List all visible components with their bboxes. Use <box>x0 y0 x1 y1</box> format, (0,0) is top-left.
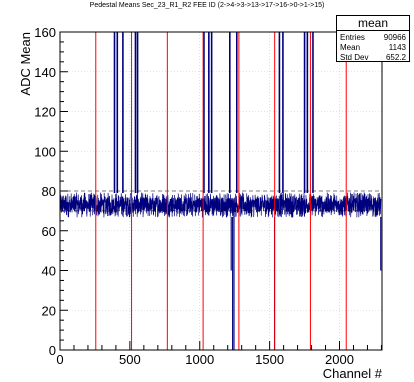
y-tick-label: 20 <box>42 303 56 318</box>
stats-key-stddev: Std Dev <box>340 53 369 62</box>
y-tick-label: 80 <box>42 184 56 199</box>
y-tick-label: 60 <box>42 224 56 239</box>
x-tick-label: 0 <box>56 352 63 367</box>
stats-box-title: mean <box>337 16 409 31</box>
stats-box: mean Entries 90966 Mean 1143 Std Dev 652… <box>336 15 410 62</box>
x-tick-label: 2000 <box>325 352 354 367</box>
y-tick-label: 0 <box>49 343 56 358</box>
stats-key-entries: Entries <box>340 33 365 42</box>
chart-title: Pedestal Means Sec_23_R1_R2 FEE ID (2->4… <box>89 2 325 9</box>
x-tick-label: 1000 <box>185 352 214 367</box>
stats-key-mean: Mean <box>340 43 361 52</box>
x-tick-label: 500 <box>119 352 141 367</box>
x-axis-label: Channel # <box>323 366 383 381</box>
stats-value-mean: 1143 <box>388 43 406 52</box>
y-tick-label: 160 <box>34 25 56 40</box>
y-tick-label: 120 <box>34 105 56 120</box>
stats-value-entries: 90966 <box>383 33 406 42</box>
series-trace-mean <box>59 192 382 218</box>
y-tick-label: 40 <box>42 264 56 279</box>
stats-row-stddev: Std Dev 652.2 <box>337 52 409 63</box>
x-tick-label: 1500 <box>255 352 284 367</box>
y-tick-label: 140 <box>34 65 56 80</box>
stats-row-entries: Entries 90966 <box>337 32 409 43</box>
y-axis-label: ADC Mean <box>18 32 33 96</box>
stats-row-mean: Mean 1143 <box>337 42 409 53</box>
stats-value-stddev: 652.2 <box>385 53 406 62</box>
y-tick-label: 100 <box>34 144 56 159</box>
